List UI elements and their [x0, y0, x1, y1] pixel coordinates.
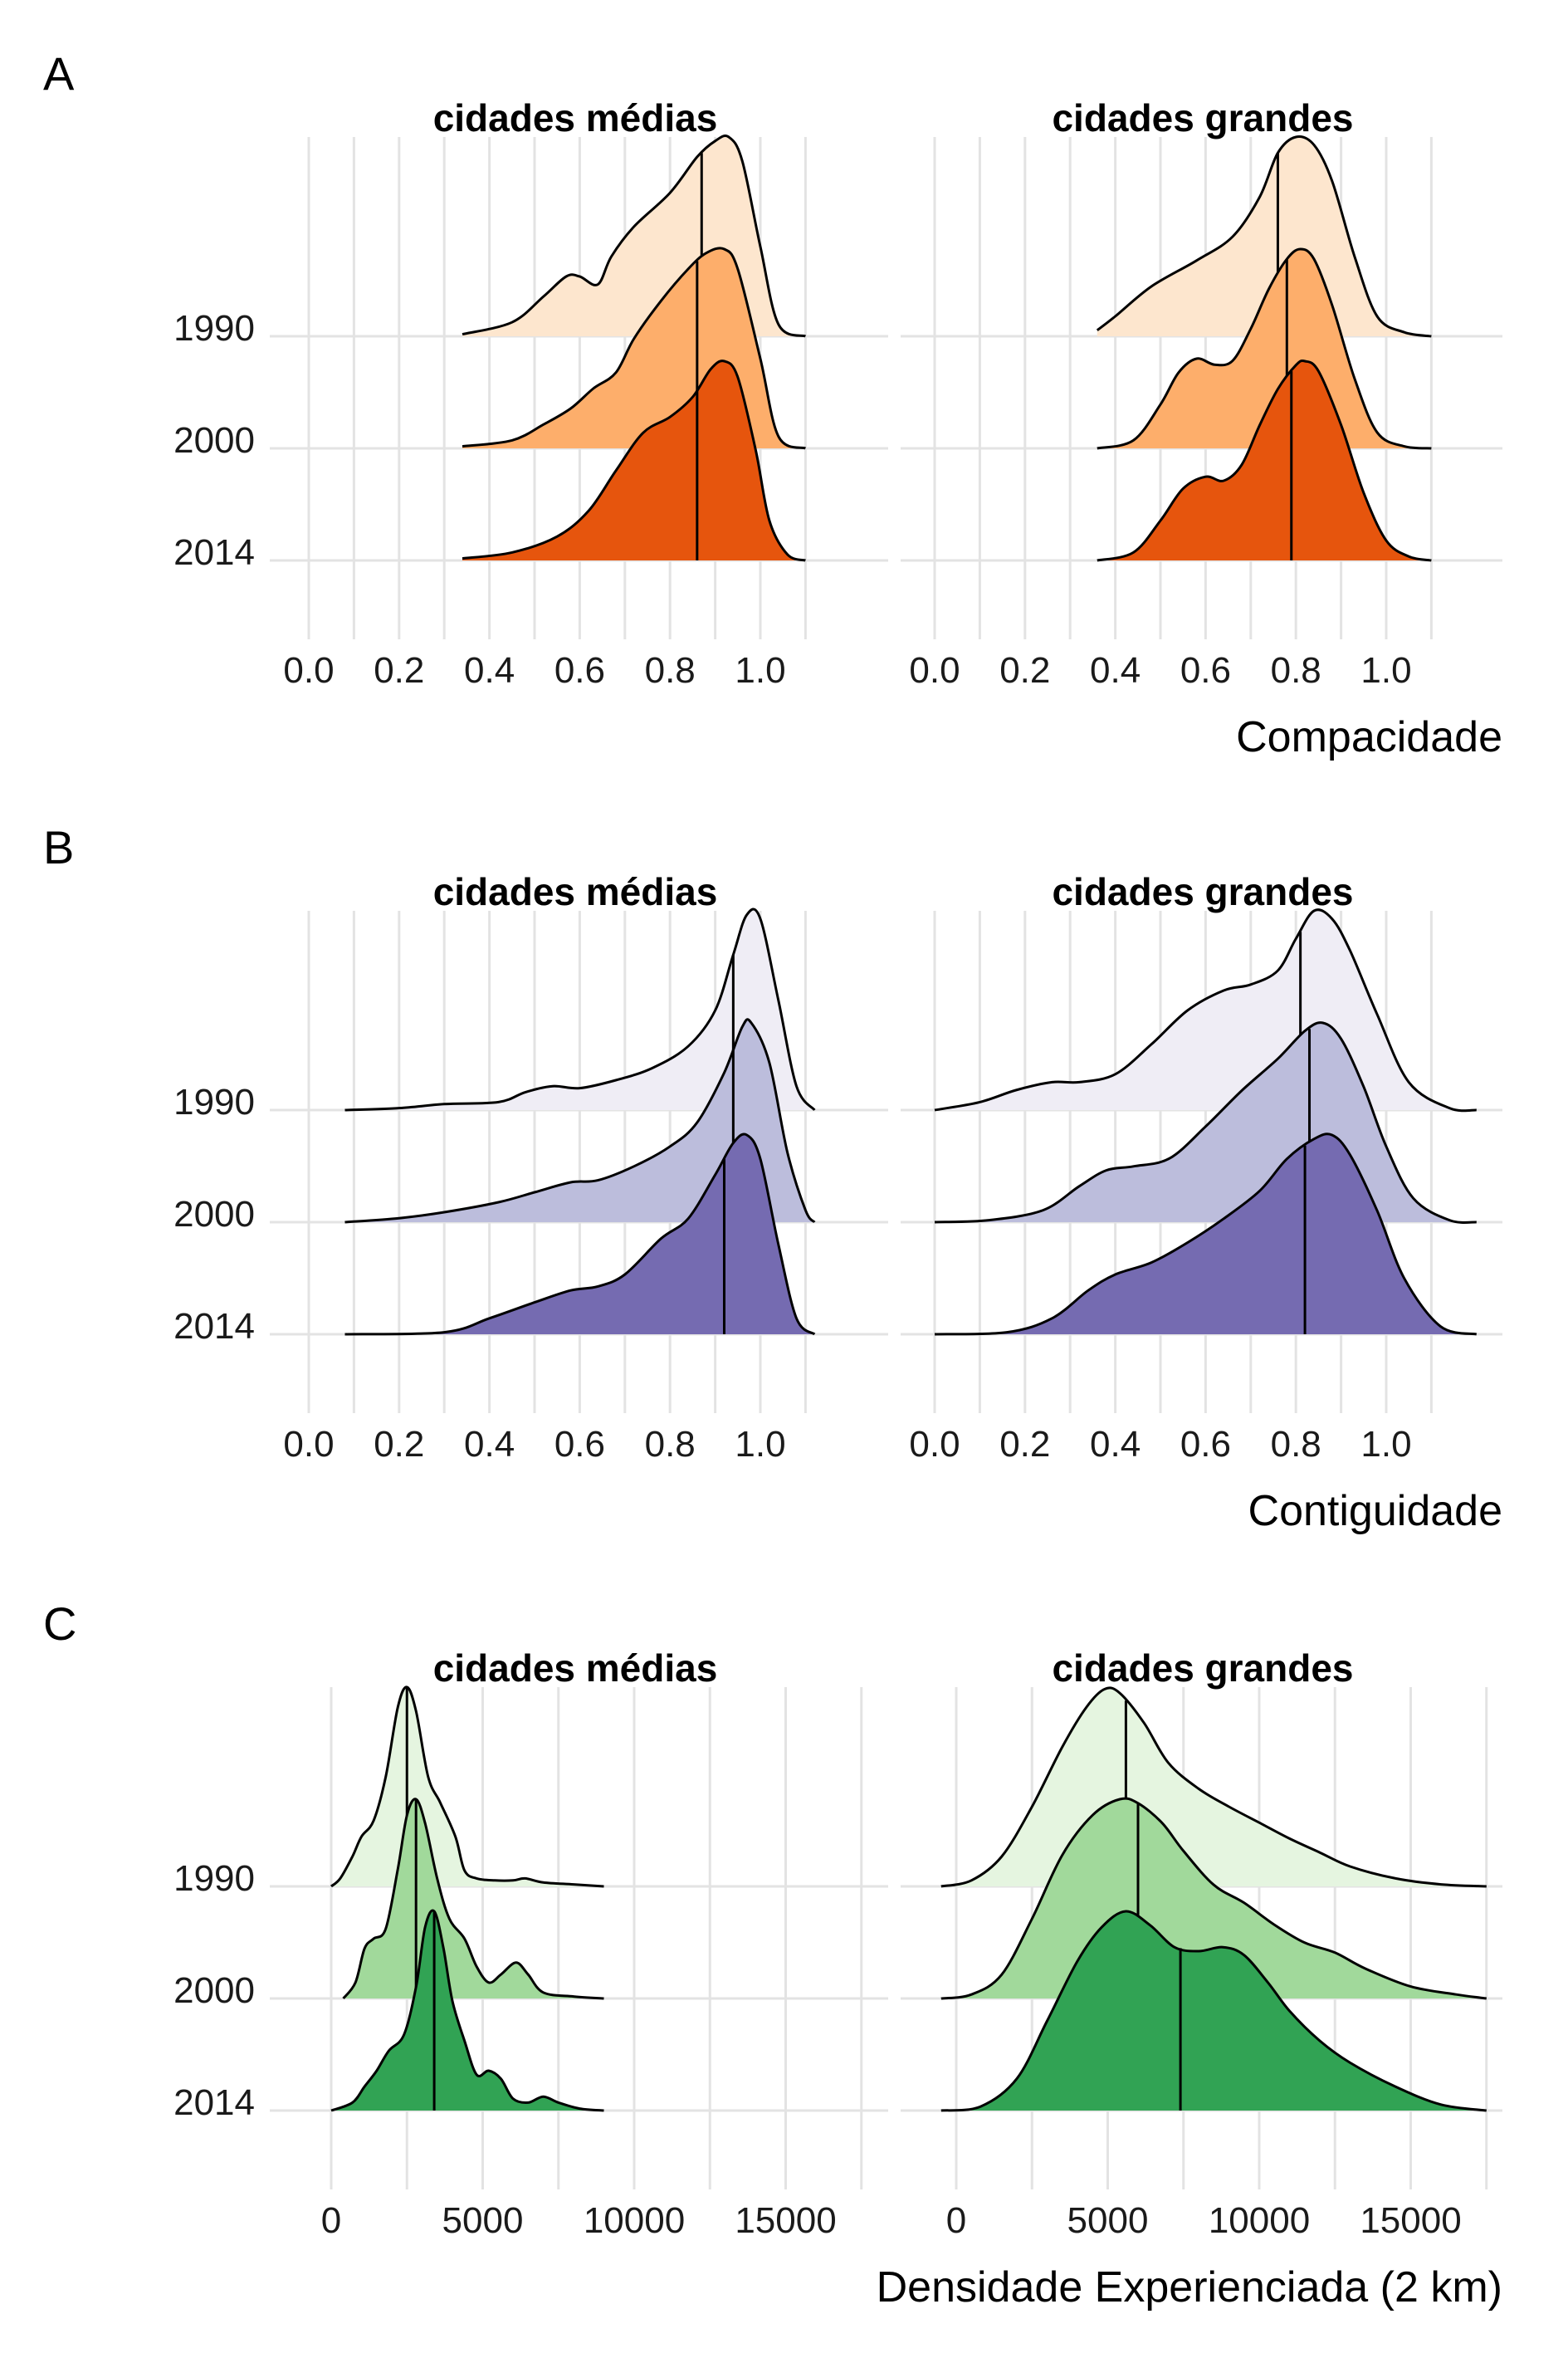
- ridge-area-2000: [940, 1798, 1487, 1998]
- x-tick-label: 15000: [735, 2200, 836, 2241]
- x-tick-labels: 0 5000 10000 15000 0 5000 10000 15000: [321, 2200, 1462, 2241]
- ridge-layer: [462, 135, 1432, 562]
- y-label-1990: 1990: [173, 308, 255, 349]
- panel-a: A cidades médias cidades grandes 1990 20…: [43, 47, 1502, 761]
- facet-title-right: cidades grandes: [1052, 1646, 1353, 1690]
- ridge-outline-2000: [342, 1798, 604, 2000]
- ridge-layer: [330, 1685, 1487, 2112]
- ridge-outline-2000: [344, 1018, 816, 1224]
- ridge-outline-2014: [934, 1132, 1478, 1336]
- panel-b: B cidades médias cidades grandes 1990 20…: [43, 821, 1502, 1535]
- ridge-outline-1990: [462, 135, 807, 338]
- x-tick-label: 0.0: [283, 650, 334, 691]
- ridge-area-2000: [1097, 249, 1432, 448]
- x-tick-label: 0.0: [909, 1424, 960, 1465]
- ridge-outline-1990: [934, 908, 1477, 1113]
- y-label-1990: 1990: [173, 1858, 255, 1899]
- ridge-outline-2014: [1097, 359, 1432, 562]
- facet-title-right: cidades grandes: [1052, 870, 1353, 913]
- x-tick-label: 0.8: [1271, 1424, 1321, 1465]
- facet-title-left: cidades médias: [433, 1646, 718, 1690]
- ridge-area-1990: [331, 1686, 604, 1886]
- x-tick-label: 0.2: [374, 1424, 424, 1465]
- ridge-area-2014: [935, 1133, 1477, 1334]
- ridge-outline-2000: [940, 1797, 1487, 2000]
- x-tick-label: 10000: [584, 2200, 685, 2241]
- x-tick-label: 1.0: [1360, 650, 1411, 691]
- ridge-outline-1990: [344, 907, 816, 1112]
- ridge-area-1990: [1097, 136, 1432, 336]
- x-tick-label: 0.4: [464, 650, 515, 691]
- x-axis-title: Contiguidade: [1248, 1487, 1502, 1535]
- x-tick-label: 5000: [1067, 2200, 1149, 2241]
- ridge-area-2014: [462, 360, 806, 560]
- y-label-2000: 2000: [173, 420, 255, 461]
- panel-letter: A: [43, 47, 75, 100]
- panel-letter: C: [43, 1597, 76, 1650]
- x-axis-title: Densidade Experienciada (2 km): [877, 2263, 1502, 2311]
- x-tick-label: 0.8: [645, 650, 696, 691]
- facet-title-right: cidades grandes: [1052, 96, 1353, 139]
- ridge-area-2000: [344, 1019, 815, 1222]
- x-tick-label: 0.6: [554, 1424, 605, 1465]
- ridge-outline-2000: [1097, 247, 1432, 450]
- panel-letter: B: [43, 821, 74, 873]
- y-label-2000: 2000: [173, 1970, 255, 2011]
- ridge-area-2014: [1097, 360, 1432, 560]
- ridge-outline-2000: [462, 247, 807, 450]
- x-tick-label: 0.6: [1180, 1424, 1231, 1465]
- ridge-outline-2014: [344, 1132, 816, 1336]
- facet-title-left: cidades médias: [433, 870, 718, 913]
- x-tick-label: 0.8: [645, 1424, 696, 1465]
- ridge-outline-1990: [940, 1686, 1487, 1888]
- y-label-1990: 1990: [173, 1082, 255, 1123]
- ridge-area-2014: [344, 1133, 815, 1334]
- x-tick-label: 0.4: [464, 1424, 515, 1465]
- x-tick-label: 1.0: [735, 1424, 785, 1465]
- ridge-outline-2014: [330, 1909, 604, 2112]
- x-tick-label: 0.2: [999, 650, 1050, 691]
- x-tick-label: 5000: [442, 2200, 524, 2241]
- ridge-outline-2014: [462, 360, 806, 562]
- ridge-outline-1990: [1096, 135, 1432, 338]
- y-label-2014: 2014: [173, 1306, 255, 1347]
- ridge-layer: [344, 907, 1478, 1336]
- facet-title-left: cidades médias: [433, 96, 718, 139]
- x-tick-label: 15000: [1360, 2200, 1461, 2241]
- x-tick-label: 1.0: [1360, 1424, 1411, 1465]
- ridge-outline-2000: [934, 1021, 1477, 1224]
- x-tick-label: 0.0: [283, 1424, 334, 1465]
- ridge-area-2000: [343, 1798, 604, 1998]
- x-tick-label: 0.6: [1180, 650, 1231, 691]
- x-axis-title: Compacidade: [1236, 713, 1502, 761]
- x-tick-label: 0.8: [1271, 650, 1321, 691]
- y-label-2000: 2000: [173, 1194, 255, 1235]
- x-tick-label: 0.4: [1090, 650, 1141, 691]
- x-tick-label: 10000: [1209, 2200, 1310, 2241]
- ridge-outline-1990: [330, 1685, 604, 1888]
- x-tick-label: 0.2: [999, 1424, 1050, 1465]
- ridge-area-2014: [331, 1910, 604, 2111]
- ridge-outline-2014: [940, 1910, 1487, 2112]
- x-tick-label: 1.0: [735, 650, 785, 691]
- x-tick-label: 0.0: [909, 650, 960, 691]
- panel-c: C cidades médias cidades grandes 1990 20…: [43, 1597, 1502, 2311]
- x-tick-label: 0.2: [374, 650, 424, 691]
- x-tick-labels: 0.0 0.2 0.4 0.6 0.8 1.0 0.0 0.2 0.4 0.6 0.8 1.0: [283, 1424, 1411, 1465]
- ridge-area-1990: [344, 909, 815, 1110]
- x-tick-label: 0: [946, 2200, 966, 2241]
- x-tick-label: 0.6: [554, 650, 605, 691]
- x-tick-labels: 0.0 0.2 0.4 0.6 0.8 1.0 0.0 0.2 0.4 0.6 0.8 1.0: [283, 650, 1411, 691]
- x-tick-label: 0.4: [1090, 1424, 1141, 1465]
- x-tick-label: 0: [321, 2200, 341, 2241]
- y-label-2014: 2014: [173, 532, 255, 573]
- y-label-2014: 2014: [173, 2082, 255, 2123]
